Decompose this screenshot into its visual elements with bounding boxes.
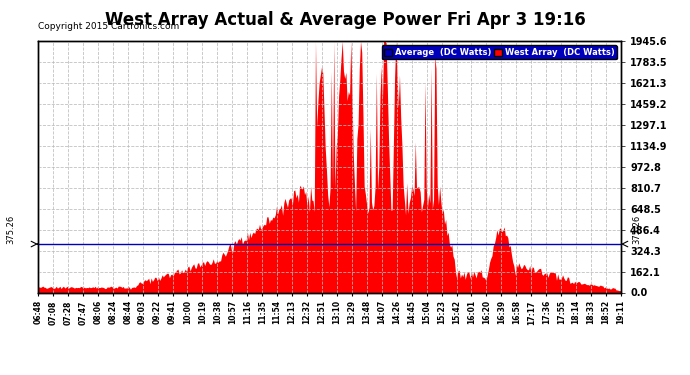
Text: 375.26: 375.26 — [6, 215, 15, 244]
Text: 375.26: 375.26 — [633, 215, 642, 244]
Text: Copyright 2015 Cartronics.com: Copyright 2015 Cartronics.com — [38, 22, 179, 31]
Text: West Array Actual & Average Power Fri Apr 3 19:16: West Array Actual & Average Power Fri Ap… — [105, 11, 585, 29]
Legend: Average  (DC Watts), West Array  (DC Watts): Average (DC Watts), West Array (DC Watts… — [382, 45, 617, 59]
